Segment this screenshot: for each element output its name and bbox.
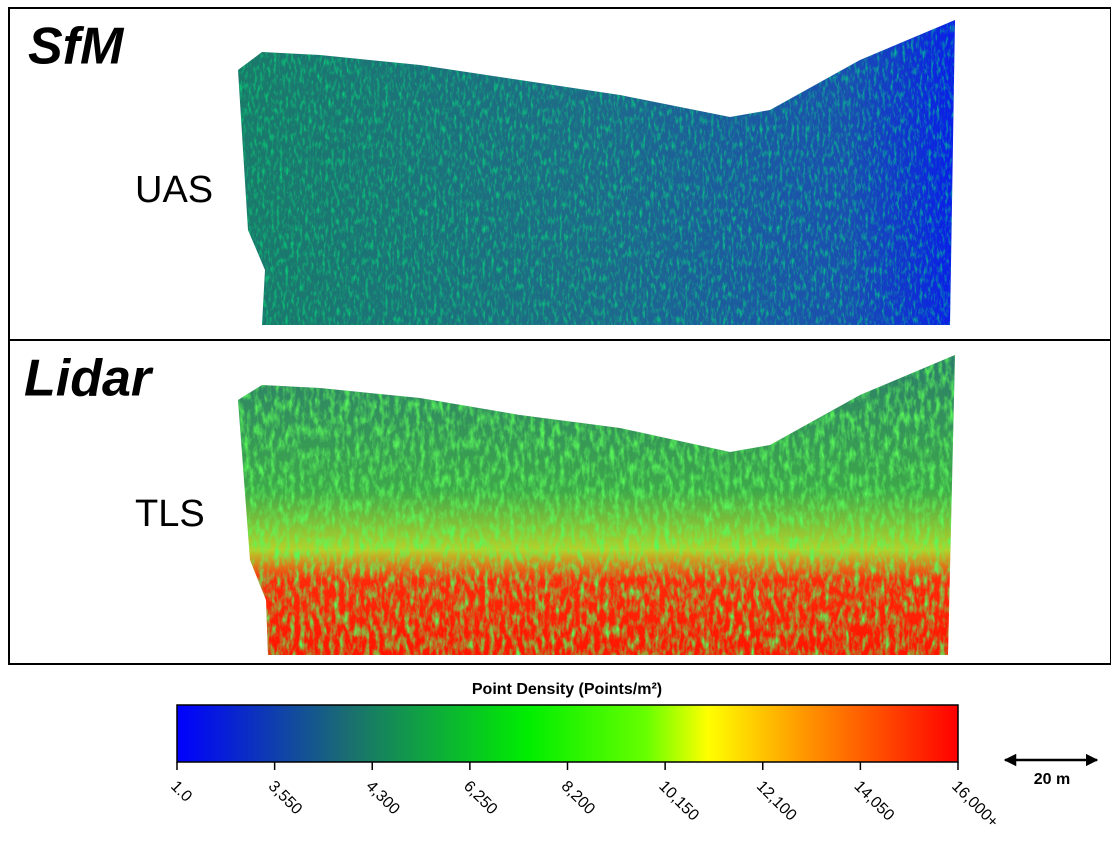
tls-point-cloud (238, 355, 955, 655)
uas-point-cloud (238, 20, 955, 325)
colorbar-tick-label: 3,550 (265, 778, 305, 818)
platform-label: UAS (135, 169, 213, 211)
colorbar-tick-label: 8,200 (558, 778, 598, 818)
colorbar-tick-label: 12,100 (753, 778, 800, 825)
method-label: SfM (28, 18, 125, 76)
method-label: Lidar (24, 350, 154, 408)
colorbar-tick-label: 16,000+ (948, 778, 1001, 831)
colorbar-tick-label: 1.0 (167, 778, 195, 806)
colorbar-tick-label: 6,250 (460, 778, 500, 818)
scale-bar-label: 20 m (1034, 771, 1070, 788)
colorbar-tick-label: 14,050 (851, 778, 898, 825)
colorbar-tick-label: 10,150 (655, 778, 702, 825)
colorbar-tick-label: 4,300 (362, 778, 402, 818)
colorbar-title: Point Density (Points/m²) (472, 681, 662, 698)
panel-frame (8, 339, 1111, 665)
colorbar (176, 704, 959, 763)
platform-label: TLS (135, 493, 205, 535)
